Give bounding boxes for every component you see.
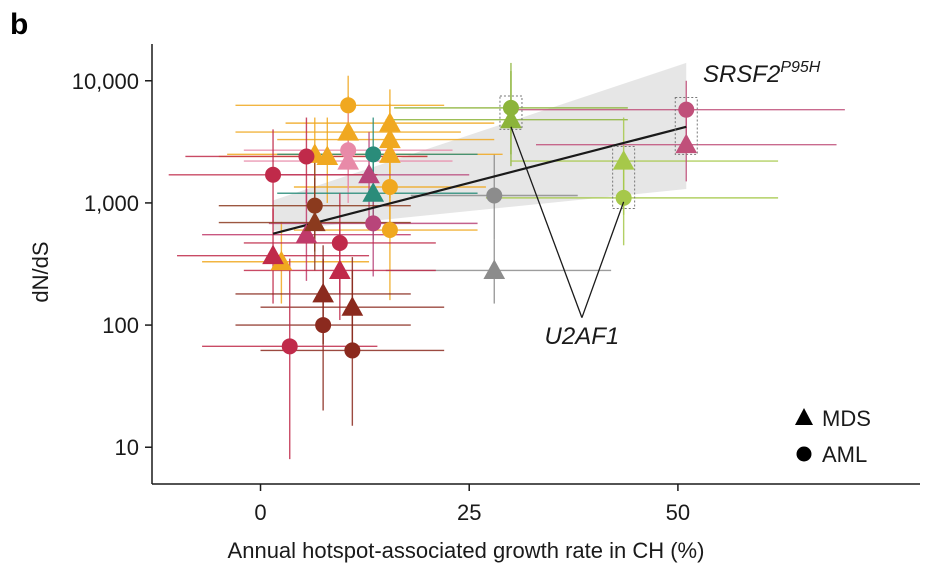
point-mds [316,145,339,165]
point-mds [379,112,401,132]
annotation-superscript: P95H [780,59,820,76]
point-aml [678,101,695,118]
annotation-label: SRSF2P95H [703,59,821,88]
annotation-leader-line [510,126,583,318]
point-aml [315,317,332,334]
point-aml [281,338,298,355]
point-aml [365,215,382,232]
point-aml [365,146,382,163]
point-aml [381,179,398,196]
point-mds [337,121,360,141]
point-mds [483,259,506,279]
point-mds [341,296,364,316]
point-aml [615,189,632,206]
point-mds [358,163,380,184]
point-mds [675,133,698,154]
x-tick-label: 50 [666,500,690,525]
annotation-text: U2AF1 [545,323,620,350]
point-mds [303,211,326,232]
point-mds [379,143,401,163]
fit-line-group [272,125,687,235]
y-axis-title: dN/dS [28,241,53,302]
y-tick-label: 100 [102,313,139,338]
annotation-text: SRSF2 [703,61,780,88]
point-mds [337,150,360,170]
highlight-boxes-group [499,95,698,210]
y-tick-label: 1,000 [84,191,139,216]
legend: MDS AML [795,406,871,467]
point-aml [340,97,357,114]
legend-triangle-icon [795,408,813,425]
point-aml [381,222,398,239]
point-aml [502,99,519,116]
y-tick-label: 10,000 [72,69,139,94]
legend-label: AML [822,442,867,467]
legend-label: MDS [822,406,871,431]
panel-label: b [10,8,28,41]
axes-group: 10 100 1,000 10,000 0 25 50 Annual hotspot-asso… [28,44,920,563]
x-axis-title: Annual hotspot-associated growth rate in… [228,538,705,563]
annotations-group: SRSF2P95H U2AF1 [510,59,821,350]
point-mds [328,259,351,279]
point-mds [262,244,284,265]
point-aml [344,342,361,359]
highlight-box [612,145,636,210]
point-mds [295,223,318,244]
point-mds [612,150,635,170]
point-aml [486,187,503,204]
legend-circle-icon [796,446,812,462]
annotation-leader-line [581,201,625,318]
point-aml [306,197,323,214]
points-group [262,97,698,359]
x-tick-label: 0 [254,500,266,525]
point-aml [298,148,315,165]
point-aml [331,234,348,251]
annotation-label: U2AF1 [545,323,620,350]
x-tick-label: 25 [457,500,481,525]
point-mds [362,182,385,202]
y-tick-label: 10 [115,435,139,460]
regression-line [272,125,687,235]
point-mds [312,282,334,303]
highlight-box [674,96,698,155]
point-aml [265,166,282,183]
